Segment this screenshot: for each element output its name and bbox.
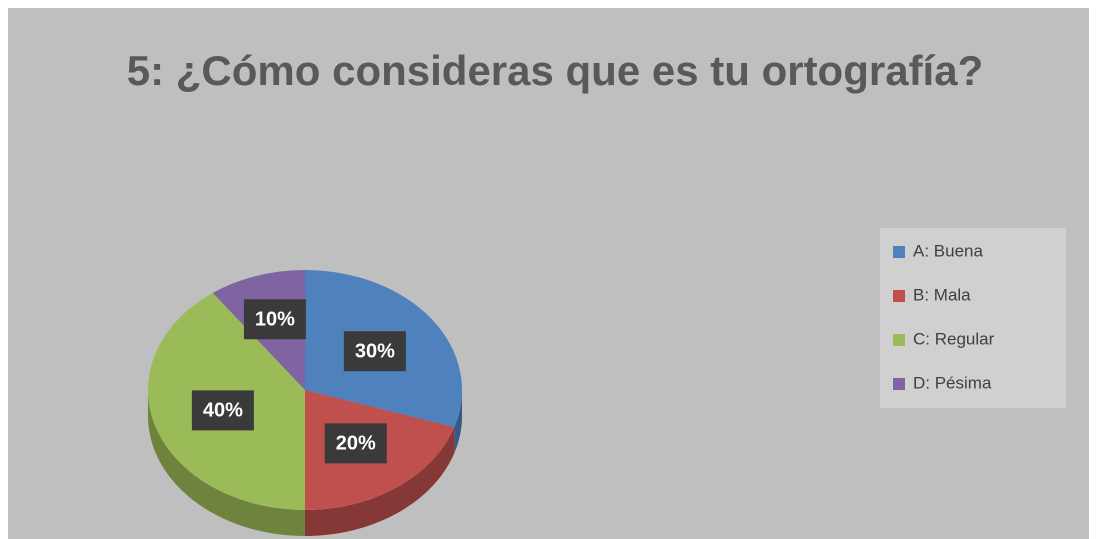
legend-swatch xyxy=(893,334,905,346)
legend-swatch xyxy=(893,378,905,390)
data-label: 40% xyxy=(203,400,243,422)
legend-swatch xyxy=(893,290,905,302)
data-label-box xyxy=(343,331,406,372)
data-label: 10% xyxy=(255,309,295,331)
legend-label: D: Pésima xyxy=(913,373,992,392)
legend-label: C: Regular xyxy=(913,329,995,348)
data-label-box xyxy=(324,423,387,464)
legend-swatch xyxy=(893,246,905,258)
legend-label: A: Buena xyxy=(913,241,983,260)
slice-side xyxy=(305,427,455,536)
legend-label: B: Mala xyxy=(913,285,971,304)
data-label-box xyxy=(191,390,254,431)
data-label: 30% xyxy=(355,340,395,362)
legend xyxy=(880,228,1066,408)
slice-side xyxy=(148,390,305,536)
data-label-box xyxy=(243,299,306,340)
chart-title: 5: ¿Cómo consideras que es tu ortografía… xyxy=(127,47,983,94)
data-label: 20% xyxy=(336,433,376,455)
slice-side xyxy=(454,390,462,454)
